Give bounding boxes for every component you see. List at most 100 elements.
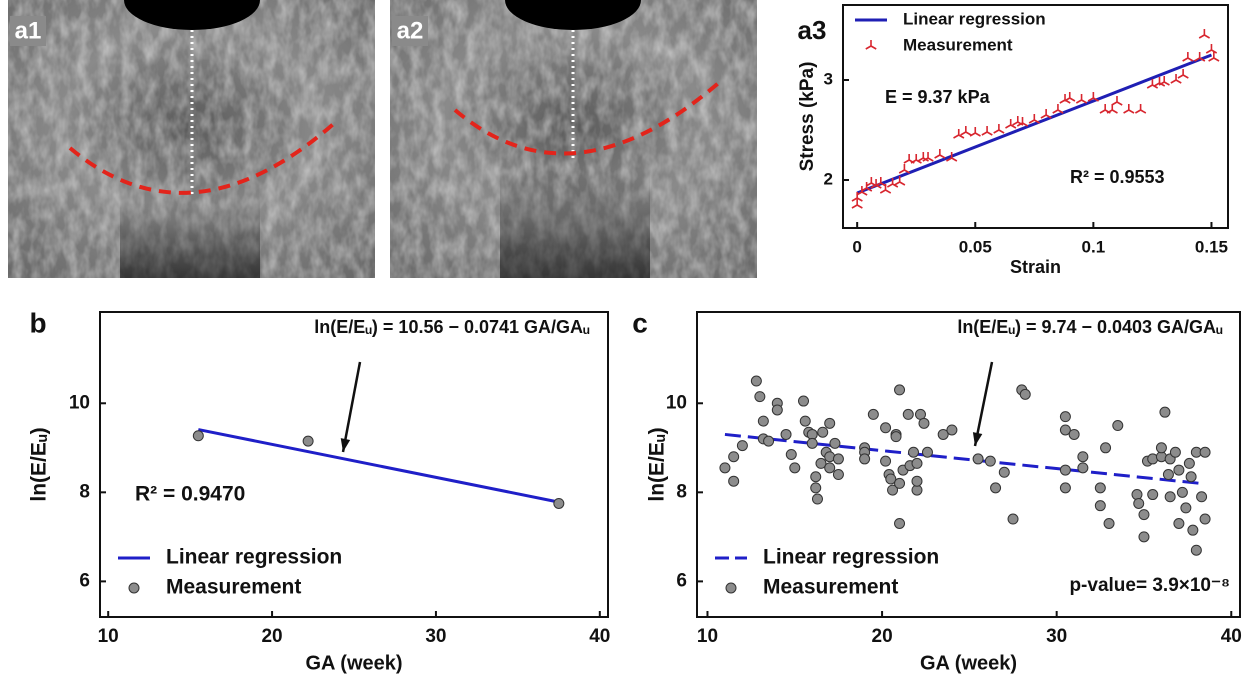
measurement-point	[824, 417, 836, 429]
measurement-point	[984, 455, 996, 467]
x-tick-label: 30	[1046, 626, 1067, 647]
measurement-point	[824, 462, 836, 474]
measurement-point	[1208, 52, 1220, 62]
x-tick-label: 0.05	[959, 237, 992, 256]
measurement-point	[953, 129, 965, 139]
plot-frame	[99, 311, 609, 618]
arrow-shaft	[973, 361, 994, 447]
measurement-point	[1183, 457, 1195, 469]
measurement-point	[1059, 464, 1071, 476]
measurement-point	[921, 446, 933, 458]
measurement-point	[1180, 502, 1192, 514]
measurement-point	[946, 424, 958, 436]
measurement-point	[917, 152, 929, 162]
measurement-point	[1198, 29, 1210, 39]
measurement-point	[981, 126, 993, 136]
measurement-point	[1199, 446, 1211, 458]
measurement-point	[1007, 513, 1019, 525]
measurement-point	[1040, 109, 1052, 119]
panel-label: a2	[397, 17, 424, 44]
measurement-point	[969, 127, 981, 137]
measurement-point	[1094, 482, 1106, 494]
y-tick-label: 6	[79, 570, 90, 591]
panel-label: a1	[15, 17, 42, 44]
measurement-point	[903, 154, 915, 164]
measurement-point	[832, 453, 844, 465]
measurement-point	[1173, 517, 1185, 529]
measurement-point	[811, 493, 823, 505]
measurement-point	[754, 391, 766, 403]
ultrasound-a2: a2	[390, 0, 757, 278]
measurement-point	[789, 462, 801, 474]
legend-swatch	[128, 582, 140, 594]
measurement-point	[1196, 491, 1208, 503]
measurement-point	[1059, 424, 1071, 436]
x-axis-label: GA (week)	[920, 652, 1017, 674]
measurement-point	[1075, 94, 1088, 104]
legend-swatch	[865, 40, 877, 50]
x-tick-label: 0	[852, 237, 861, 256]
measurement-point	[902, 408, 914, 420]
measurement-point	[1134, 104, 1147, 114]
measurement-point	[817, 426, 829, 438]
measurement-point	[886, 178, 899, 188]
measurement-point	[719, 462, 731, 474]
x-tick-label: 40	[589, 626, 610, 647]
legend-label: Linear regression	[763, 546, 939, 569]
measurement-point	[1111, 96, 1123, 106]
measurement-point	[810, 471, 822, 483]
measurement-point	[894, 517, 906, 529]
measurement-point	[192, 430, 204, 442]
measurement-point	[890, 431, 902, 443]
measurement-point	[880, 455, 892, 467]
x-tick-label: 20	[872, 626, 893, 647]
y-tick-label: 3	[824, 69, 833, 88]
measurement-point	[937, 428, 949, 440]
measurement-point	[1177, 69, 1189, 79]
annotation: ln(E/Eᵤ) = 10.56 − 0.0741 GA/GAᵤ	[314, 317, 590, 337]
y-tick-label: 10	[666, 392, 687, 413]
plot-frame	[842, 4, 1229, 229]
measurement-point	[1176, 486, 1188, 498]
x-tick-label: 0.1	[1082, 237, 1106, 256]
x-tick-label: 40	[1221, 626, 1242, 647]
x-tick-label: 10	[98, 626, 119, 647]
legend-label: Linear regression	[903, 9, 1046, 28]
measurement-point	[763, 435, 775, 447]
regression-line	[198, 428, 560, 504]
measurement-point	[1052, 104, 1064, 114]
measurement-point	[1028, 114, 1040, 124]
measurement-point	[1158, 76, 1170, 86]
measurement-point	[810, 482, 822, 494]
y-tick-label: 2	[824, 169, 833, 188]
x-axis-label: Strain	[1010, 257, 1061, 277]
regression-line	[724, 432, 1206, 486]
measurement-point	[1068, 428, 1080, 440]
y-axis-label: ln(E/Eᵤ)	[646, 427, 669, 501]
measurement-point	[302, 435, 314, 447]
measurement-point	[867, 408, 879, 420]
ultrasound-a1: a1	[8, 0, 375, 278]
measurement-point	[851, 199, 863, 209]
legend-label: Measurement	[903, 35, 1013, 54]
measurement-point	[1077, 462, 1089, 474]
measurement-point	[1005, 119, 1017, 129]
annotation: R² = 0.9553	[1070, 167, 1165, 187]
regression-line	[856, 53, 1213, 195]
measurement-point	[1133, 497, 1145, 509]
measurement-point	[771, 404, 783, 416]
measurement-point	[918, 417, 930, 429]
measurement-point	[1112, 420, 1124, 432]
measurement-point	[894, 477, 906, 489]
measurement-point	[880, 422, 892, 434]
y-axis-label: Stress (kPa)	[797, 62, 818, 172]
measurement-point	[1059, 411, 1071, 423]
annotation: R² = 0.9470	[135, 483, 245, 506]
measurement-point	[1170, 74, 1182, 84]
measurement-point	[879, 184, 892, 194]
panel-label: c	[632, 307, 648, 338]
measurement-point	[785, 448, 797, 460]
measurement-point	[798, 395, 810, 407]
measurement-point	[1185, 471, 1197, 483]
